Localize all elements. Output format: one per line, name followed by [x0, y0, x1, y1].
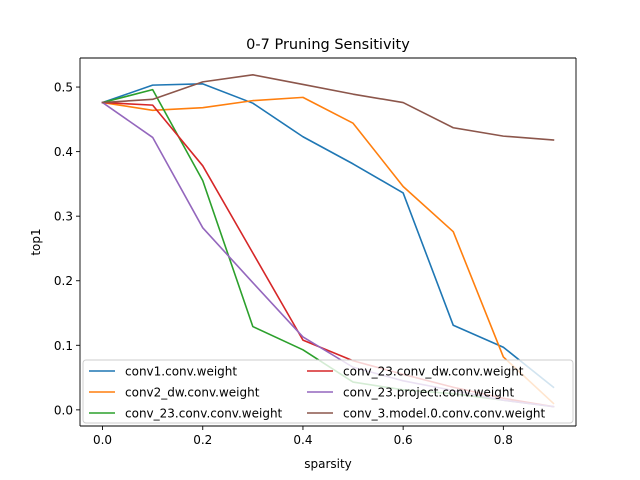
legend-label-4: conv_23.project.conv.weight — [343, 386, 514, 400]
legend-label-3: conv_23.conv_dw.conv.weight — [343, 365, 524, 379]
chart-title: 0-7 Pruning Sensitivity — [246, 37, 410, 53]
legend: conv1.conv.weightconv2_dw.conv.weightcon… — [82, 359, 574, 424]
axes-layer: 0.0 0.2 0.4 0.6 0.8 0.0 0.1 0.2 0.3 0.4 0.5 — [54, 57, 577, 447]
series-line-1 — [101, 96, 555, 405]
series-line-5 — [101, 73, 555, 141]
legend-label-0: conv1.conv.weight — [125, 365, 237, 379]
x-tick-label-2: 0.4 — [293, 433, 312, 447]
y-tick-label-1: 0.1 — [54, 339, 73, 353]
x-tick-label-3: 0.6 — [394, 433, 413, 447]
y-tick-label-0: 0.0 — [54, 403, 73, 417]
series-line-0 — [101, 83, 555, 389]
legend-label-2: conv_23.conv.conv.weight — [125, 407, 283, 421]
x-tick-label-0: 0.0 — [93, 433, 112, 447]
y-tick-label-2: 0.2 — [54, 274, 73, 288]
legend-label-5: conv_3.model.0.conv.conv.weight — [343, 407, 546, 421]
legend-label-1: conv2_dw.conv.weight — [125, 386, 260, 400]
y-tick-label-5: 0.5 — [54, 81, 73, 95]
x-tick-label-1: 0.2 — [193, 433, 212, 447]
y-axis-label: top1 — [29, 228, 43, 255]
x-tick-label-4: 0.8 — [494, 433, 513, 447]
x-axis-label: sparsity — [304, 457, 352, 471]
y-tick-label-4: 0.4 — [54, 145, 73, 159]
y-tick-label-3: 0.3 — [54, 210, 73, 224]
